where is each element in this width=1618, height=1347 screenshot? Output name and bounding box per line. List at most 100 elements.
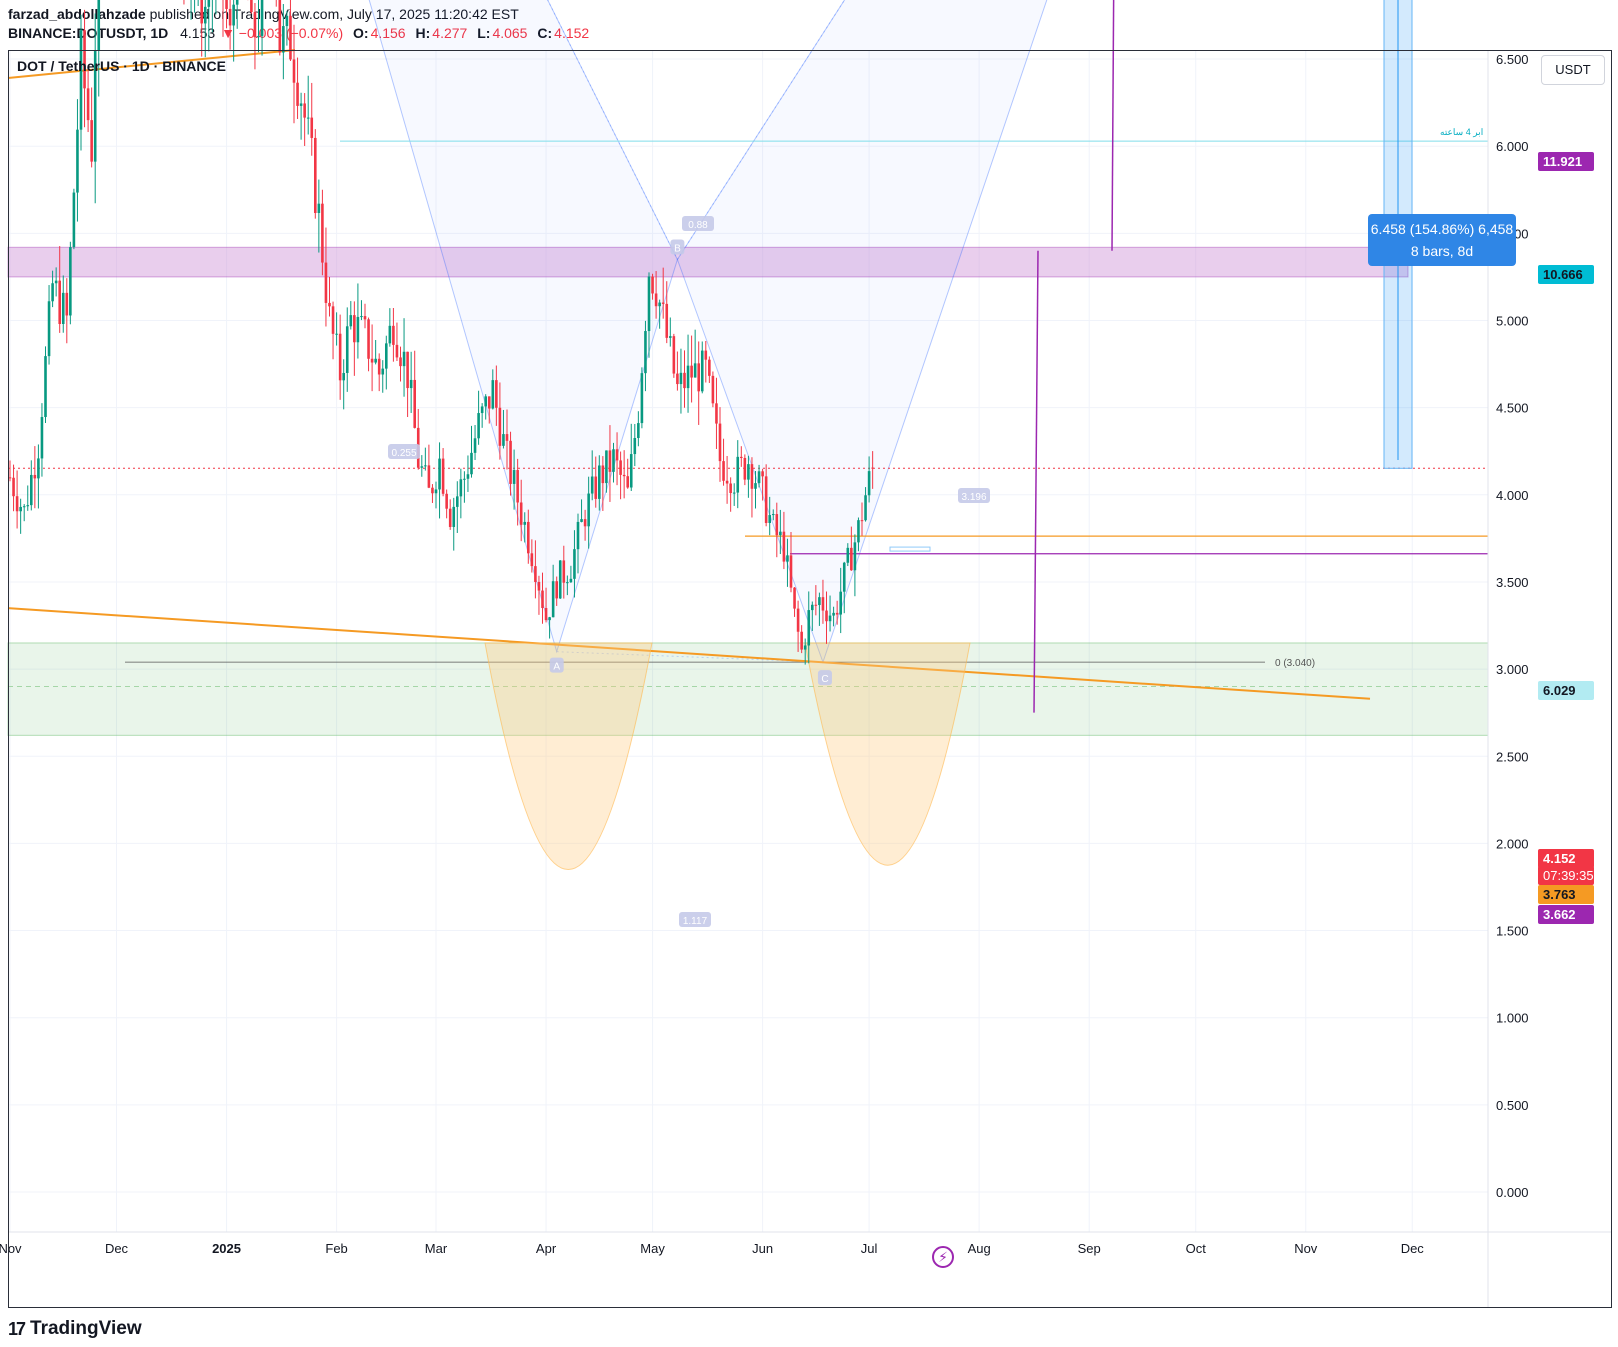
ratio-badge — [682, 216, 714, 231]
candle-body — [647, 276, 651, 332]
candle-body — [761, 471, 764, 477]
y-tick-label: 0.500 — [1496, 1098, 1529, 1113]
candle-body — [282, 26, 285, 53]
candle-body — [292, 59, 296, 83]
ratio-badge — [679, 912, 711, 927]
candle-body — [793, 587, 796, 609]
candle-body — [534, 566, 537, 582]
candle-body — [644, 331, 647, 374]
x-tick-label: 2025 — [212, 1241, 241, 1256]
candle-body — [512, 470, 516, 484]
publish-info: published on TradingView.com, July 17, 2… — [149, 6, 519, 22]
ratio-label: 3.196 — [961, 492, 986, 503]
author-name[interactable]: farzad_abdollahzade — [8, 6, 146, 22]
candle-body — [409, 379, 413, 389]
candle-body — [860, 520, 864, 522]
candle-body — [842, 562, 846, 592]
pattern-point-b: B — [674, 243, 681, 254]
open-label: O: — [353, 25, 369, 41]
candle-body — [853, 542, 857, 571]
x-tick-label: Mar — [425, 1241, 448, 1256]
candle-body — [26, 505, 30, 507]
candle-body — [495, 380, 498, 408]
candle-body — [612, 449, 615, 472]
candle-body — [622, 474, 626, 477]
currency-unit-button[interactable]: USDT — [1541, 55, 1605, 85]
candle-body — [757, 471, 761, 484]
candle-body — [33, 474, 37, 479]
candle-body — [569, 578, 573, 583]
pattern-point-badge — [670, 239, 685, 255]
candle-body — [314, 137, 317, 214]
x-tick-label: Apr — [536, 1241, 557, 1256]
candle-body — [637, 423, 640, 439]
candle-body — [86, 88, 90, 121]
candle-body — [711, 375, 715, 404]
candle-body — [47, 301, 51, 357]
candle-body — [54, 280, 58, 284]
logo-text: TradingView — [30, 1318, 142, 1339]
measure-line-1: 6.458 (154.86%) 6,458 — [1370, 221, 1514, 237]
candle-body — [629, 454, 633, 488]
ratio-label: 0.255 — [391, 448, 416, 459]
y-tick-label: 1.500 — [1496, 924, 1529, 939]
candle-body — [846, 547, 850, 563]
candle-body — [253, 12, 257, 38]
level-6029-note: ابر 4 ساعته — [1440, 127, 1483, 138]
candle-body — [768, 515, 771, 523]
candle-body — [747, 464, 750, 480]
candle-body — [544, 608, 548, 621]
candle-body — [22, 506, 26, 508]
candle-body — [487, 396, 491, 409]
candle-body — [750, 464, 754, 489]
candle-body — [370, 358, 374, 363]
pattern-point-c: C — [821, 674, 828, 685]
projection-line-1 — [1111, 0, 1115, 251]
candle-body — [587, 493, 590, 527]
candle-body — [541, 590, 544, 609]
candle-body — [693, 363, 697, 378]
candle-body — [431, 487, 434, 494]
chart-title: DOT / TetherUS · 1D · BINANCE — [17, 58, 226, 74]
candle-body — [399, 357, 402, 367]
symbol-line: BINANCE:DOTUSDT, 1D — [8, 25, 169, 41]
low-label: L: — [477, 25, 491, 41]
candle-body — [470, 452, 473, 475]
price-tag-3763: 3.763 — [1538, 885, 1594, 904]
pattern-point-badge — [817, 670, 832, 686]
y-tick-label: 4.500 — [1496, 401, 1529, 416]
ratio-label: 0.88 — [688, 220, 708, 231]
candle-body — [789, 555, 793, 588]
candle-body — [683, 372, 686, 389]
candle-body — [331, 306, 335, 334]
candle-body — [303, 103, 306, 118]
candle-body — [736, 456, 740, 493]
candle-body — [360, 316, 363, 318]
candle-body — [44, 356, 47, 418]
tradingview-logo[interactable]: 17 TradingView — [8, 1318, 142, 1340]
candle-body — [651, 276, 654, 294]
candle-body — [278, 0, 282, 53]
candle-body — [317, 203, 321, 214]
candle-body — [832, 612, 835, 616]
candle-body — [764, 476, 768, 523]
candle-body — [61, 292, 65, 324]
candle-body — [839, 591, 842, 615]
x-tick-label: Jun — [752, 1241, 773, 1256]
candle-body — [452, 506, 456, 527]
candle-body — [15, 496, 19, 512]
candle-body — [743, 457, 747, 480]
candle-body — [825, 610, 828, 622]
candle-body — [228, 8, 232, 26]
candle-body — [299, 103, 303, 106]
candle-body — [402, 351, 406, 367]
flash-icon[interactable]: ⚡ — [932, 1246, 954, 1268]
candle-body — [626, 476, 629, 488]
candle-body — [704, 350, 708, 360]
candle-body — [669, 336, 672, 338]
candle-body — [207, 0, 211, 7]
price-tag-6029: 6.029 — [1538, 681, 1594, 700]
candle-body — [779, 531, 782, 536]
candle-body — [679, 372, 683, 385]
